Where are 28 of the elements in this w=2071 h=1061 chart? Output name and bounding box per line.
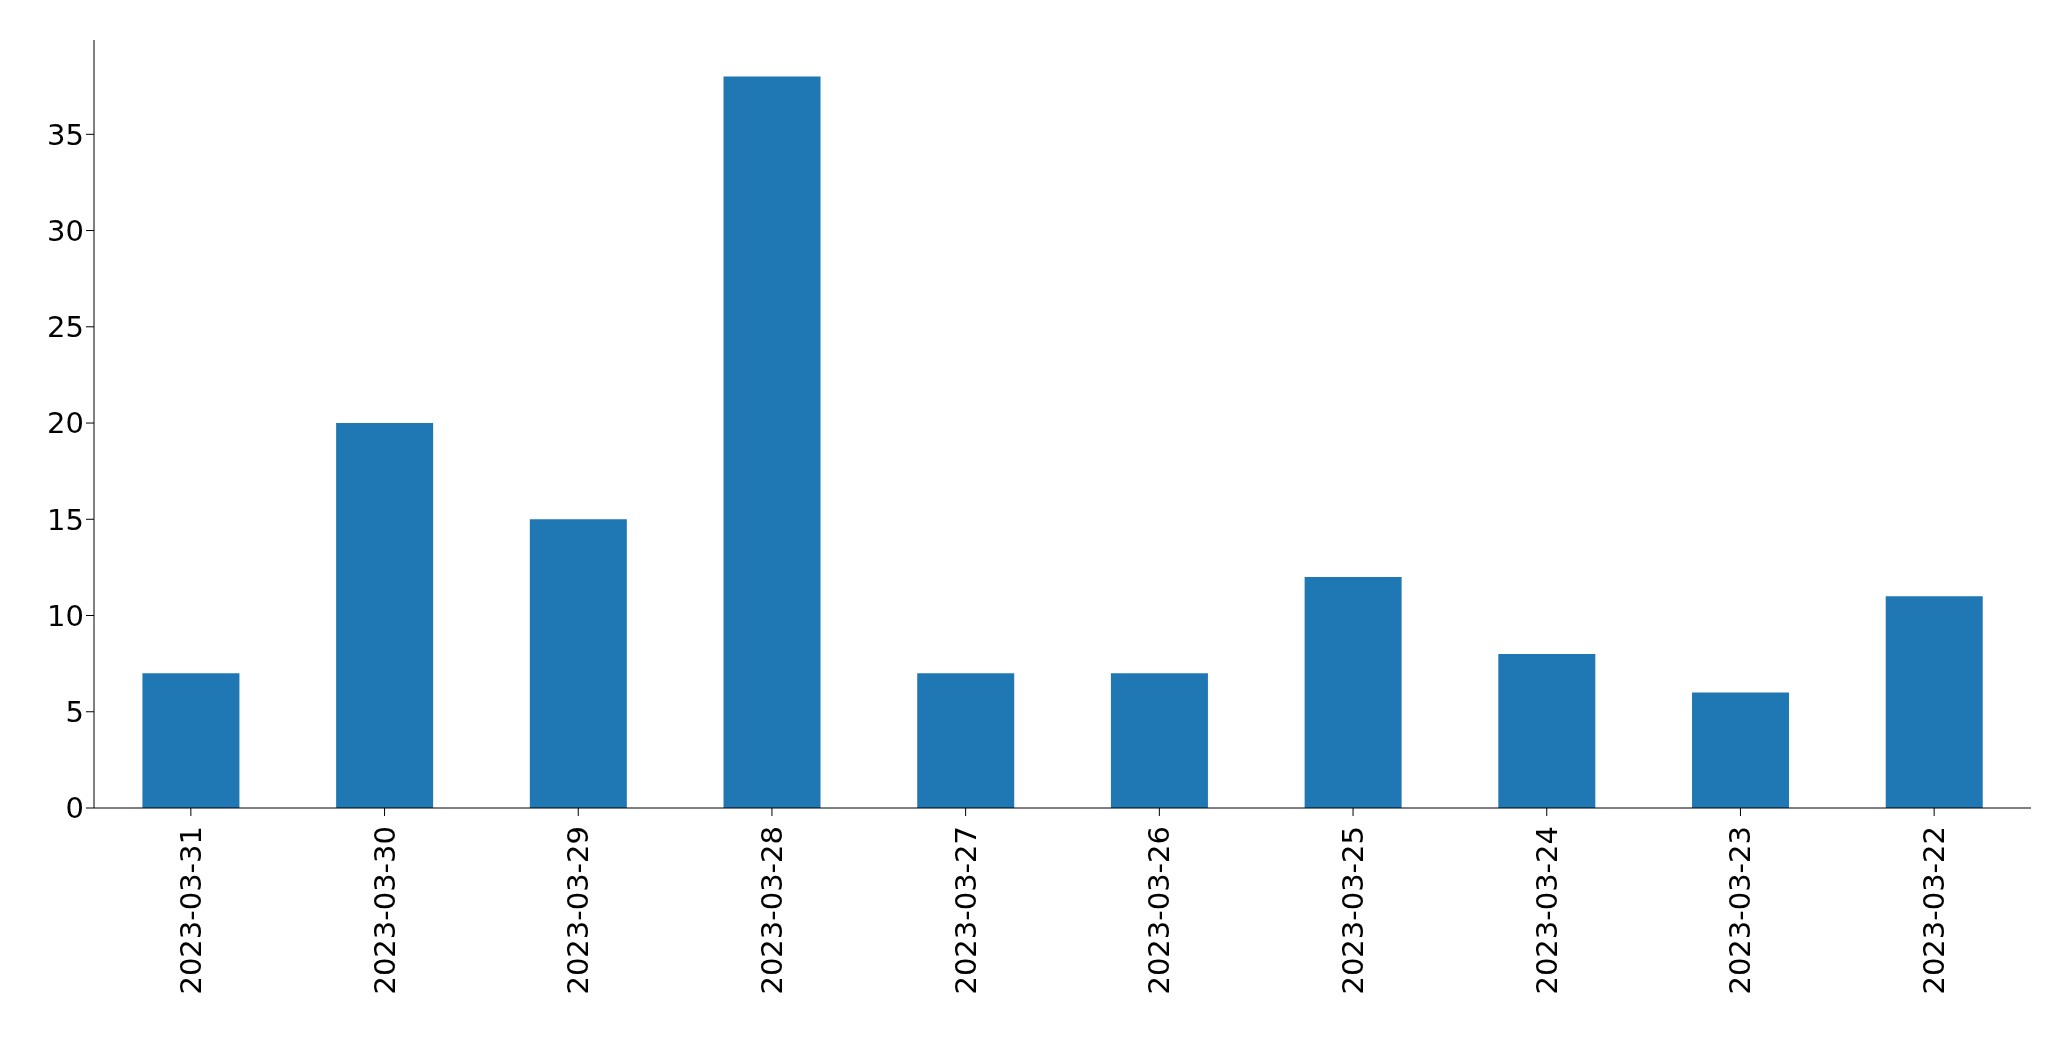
bar bbox=[1692, 692, 1790, 808]
y-tick-label: 25 bbox=[47, 310, 84, 345]
y-tick-label: 15 bbox=[47, 502, 84, 537]
bar bbox=[1498, 654, 1596, 808]
x-tick-label: 2023-03-27 bbox=[948, 826, 983, 995]
x-tick-label: 2023-03-31 bbox=[173, 826, 208, 995]
x-tick-label: 2023-03-29 bbox=[561, 826, 596, 995]
x-tick-label: 2023-03-25 bbox=[1336, 826, 1371, 995]
bar bbox=[917, 673, 1015, 808]
x-tick-label: 2023-03-28 bbox=[754, 826, 789, 995]
bar bbox=[1110, 673, 1208, 808]
x-tick-label: 2023-03-24 bbox=[1529, 826, 1564, 995]
x-tick-label: 2023-03-30 bbox=[367, 826, 402, 995]
y-tick-label: 30 bbox=[47, 213, 84, 248]
y-tick-label: 0 bbox=[65, 791, 84, 826]
y-tick-label: 5 bbox=[65, 695, 84, 730]
y-tick-label: 10 bbox=[47, 598, 84, 633]
bar bbox=[529, 519, 627, 808]
x-tick-label: 2023-03-26 bbox=[1142, 826, 1177, 995]
y-tick-label: 20 bbox=[47, 406, 84, 441]
x-tick-label: 2023-03-23 bbox=[1723, 826, 1758, 995]
x-tick-label: 2023-03-22 bbox=[1917, 826, 1952, 995]
bar bbox=[1304, 577, 1402, 808]
y-tick-label: 35 bbox=[47, 117, 84, 152]
bar bbox=[1885, 596, 1983, 808]
bar bbox=[723, 76, 821, 808]
bar bbox=[142, 673, 240, 808]
bar bbox=[336, 423, 434, 808]
